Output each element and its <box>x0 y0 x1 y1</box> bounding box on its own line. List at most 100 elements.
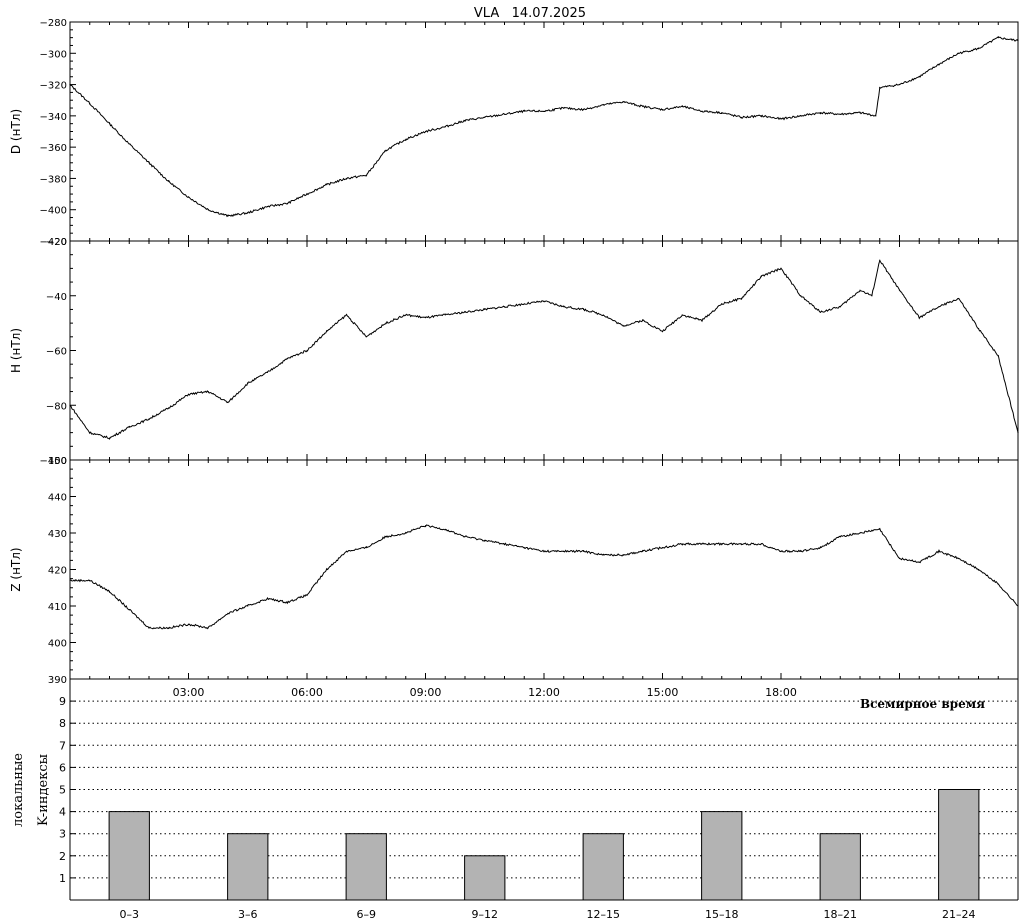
y-tick-label: −420 <box>40 237 67 248</box>
data-point <box>898 557 901 560</box>
data-point <box>780 118 782 120</box>
data-point <box>871 295 873 297</box>
data-point <box>89 579 91 582</box>
time-tick-label: 15:00 <box>647 686 679 699</box>
plot-frame <box>69 240 1019 461</box>
k-bar-9–12 <box>464 855 506 901</box>
k-bar-21–24 <box>938 789 980 901</box>
data-point <box>879 528 881 530</box>
time-axis: 03:00 06:00 09:00 12:00 15:00 18:00 <box>173 686 797 699</box>
data-point <box>464 536 466 538</box>
data-point <box>740 297 743 300</box>
data-point <box>780 267 782 269</box>
y-tick-label: 390 <box>48 675 67 686</box>
time-tick-label: 18:00 <box>765 686 797 699</box>
series-line-z <box>69 524 1019 630</box>
data-point <box>286 358 288 360</box>
data-point <box>760 543 762 545</box>
data-point <box>918 561 920 563</box>
k-bar-18–21 <box>819 833 861 901</box>
data-point <box>227 215 229 217</box>
data-point <box>602 104 604 106</box>
k-bar-6–9 <box>345 833 387 901</box>
y-tick-label: 440 <box>48 493 67 504</box>
y-tick-label: −320 <box>40 81 67 92</box>
data-point <box>642 550 644 552</box>
data-point <box>859 289 861 291</box>
data-point <box>740 116 743 119</box>
data-point <box>997 355 999 357</box>
data-point <box>819 112 822 114</box>
data-point <box>800 295 802 297</box>
data-point <box>859 112 861 114</box>
data-point <box>800 550 802 552</box>
series-line-h <box>69 259 1019 440</box>
y-tick-label: 450 <box>48 456 67 467</box>
k-axis-label-line1: локальные <box>11 753 26 827</box>
data-point <box>839 306 841 308</box>
data-point <box>365 174 367 176</box>
data-point <box>385 536 387 538</box>
data-point <box>148 627 150 629</box>
data-point <box>266 598 269 600</box>
data-point <box>484 116 486 119</box>
data-point <box>69 579 71 582</box>
data-point <box>405 314 407 316</box>
data-point <box>1017 605 1019 607</box>
data-point <box>701 319 703 321</box>
data-point <box>681 314 683 316</box>
time-tick-label: 03:00 <box>173 686 205 699</box>
data-point <box>582 550 585 552</box>
data-point <box>958 557 960 560</box>
k-category-label: 9–12 <box>472 908 499 921</box>
data-point <box>977 568 980 571</box>
data-point <box>977 47 980 50</box>
data-point <box>958 297 960 300</box>
data-point <box>128 426 130 428</box>
k-y-tick-label: 3 <box>59 828 66 841</box>
k-y-tick-label: 5 <box>59 784 66 797</box>
y-tick-label: 400 <box>48 639 67 650</box>
y-tick-label: −60 <box>46 347 67 358</box>
data-point <box>266 205 269 208</box>
data-point <box>661 547 664 549</box>
data-point <box>721 543 723 545</box>
data-point <box>128 143 130 145</box>
data-point <box>266 371 269 373</box>
data-point <box>187 623 190 625</box>
data-point <box>345 550 348 552</box>
data-point <box>168 627 170 629</box>
data-point <box>898 289 901 291</box>
data-point <box>405 532 407 534</box>
data-point <box>1017 40 1019 42</box>
y-tick-label: −300 <box>40 49 67 60</box>
figure-title: VLA 14.07.2025 <box>474 6 586 21</box>
data-point <box>345 314 348 316</box>
k-index-panel: 1 2 3 4 5 6 7 8 9 0–3 3–6 6–9 9–12 12–15 15–18 18–21 21–… <box>59 679 1019 921</box>
data-point <box>938 306 940 308</box>
data-point <box>405 138 407 140</box>
data-point <box>69 83 71 86</box>
data-point <box>227 401 229 404</box>
y-tick-label: −80 <box>46 401 67 412</box>
data-point <box>622 325 624 327</box>
data-point <box>484 308 486 311</box>
data-point <box>661 330 664 332</box>
data-point <box>859 532 861 534</box>
data-point <box>365 547 367 549</box>
y-tick-label: 410 <box>48 602 67 613</box>
data-point <box>681 105 683 108</box>
data-point <box>918 317 920 319</box>
data-point <box>879 259 881 261</box>
k-y-tick-label: 7 <box>59 739 66 752</box>
data-point <box>385 149 387 151</box>
data-point <box>168 180 170 183</box>
data-point <box>543 300 545 302</box>
d-component-panel: −280 −300 −320 −340 −360 −380 −400 −420 D (нТл) <box>9 18 1019 248</box>
data-point <box>563 306 565 308</box>
h-component-panel: −20 −40 −60 −80 −100 H (нТл) <box>9 237 1019 467</box>
data-point <box>306 594 308 596</box>
data-point <box>247 212 249 214</box>
data-point <box>997 583 999 585</box>
k-category-label: 3–6 <box>238 908 258 921</box>
